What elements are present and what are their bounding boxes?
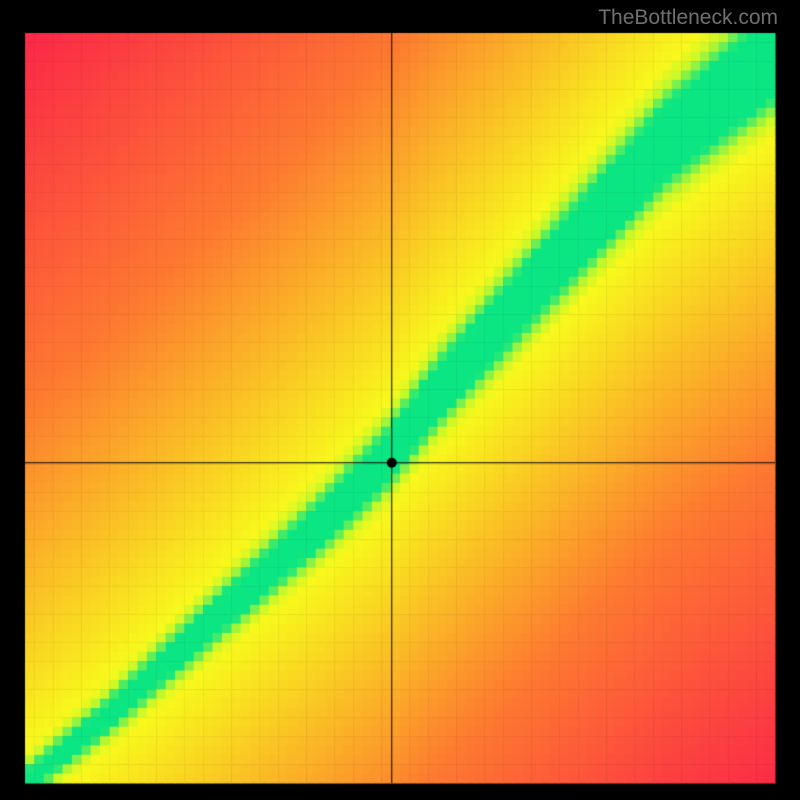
watermark-text: TheBottleneck.com xyxy=(598,6,778,30)
heatmap-canvas xyxy=(0,0,800,800)
chart-container: TheBottleneck.com xyxy=(0,0,800,800)
